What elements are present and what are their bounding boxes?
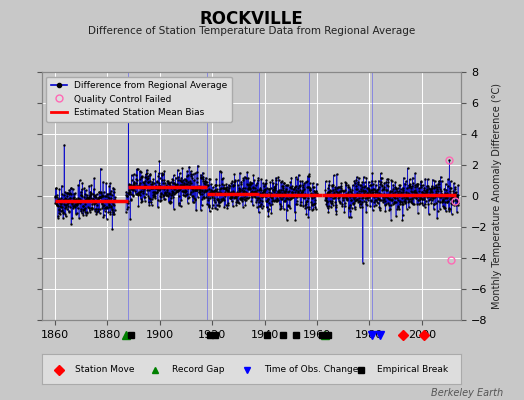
Text: Difference of Station Temperature Data from Regional Average: Difference of Station Temperature Data f… <box>88 26 415 36</box>
Text: Empirical Break: Empirical Break <box>377 365 449 374</box>
Legend: Difference from Regional Average, Quality Control Failed, Estimated Station Mean: Difference from Regional Average, Qualit… <box>47 76 232 122</box>
Text: Time of Obs. Change: Time of Obs. Change <box>264 365 358 374</box>
Text: ROCKVILLE: ROCKVILLE <box>200 10 303 28</box>
Text: Berkeley Earth: Berkeley Earth <box>431 388 503 398</box>
Text: Record Gap: Record Gap <box>172 365 224 374</box>
Text: Station Move: Station Move <box>75 365 135 374</box>
Y-axis label: Monthly Temperature Anomaly Difference (°C): Monthly Temperature Anomaly Difference (… <box>492 83 501 309</box>
